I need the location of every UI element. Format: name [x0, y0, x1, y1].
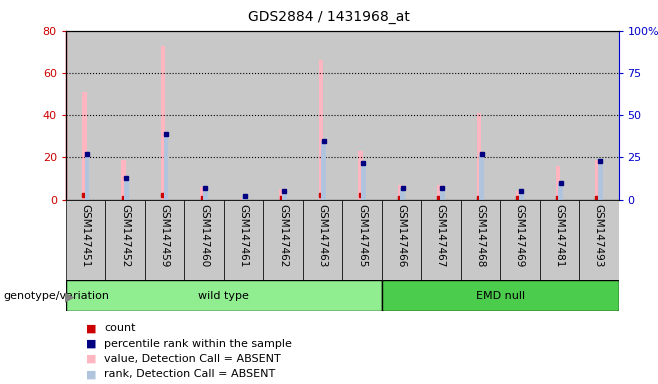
Text: wild type: wild type [198, 291, 249, 301]
Bar [342, 31, 382, 200]
Bar [184, 200, 224, 280]
Bar [597, 161, 603, 200]
Bar [440, 188, 445, 200]
Bar [476, 113, 481, 200]
Bar [500, 31, 540, 200]
Bar [342, 200, 382, 280]
Bar [500, 31, 540, 200]
Bar [282, 191, 287, 200]
Bar [161, 46, 166, 200]
Bar [516, 191, 520, 200]
Text: GSM147469: GSM147469 [515, 204, 525, 267]
Text: GSM147465: GSM147465 [357, 204, 367, 267]
Bar [303, 31, 342, 200]
Text: GSM147451: GSM147451 [80, 204, 91, 267]
Bar [66, 31, 105, 200]
Bar [540, 200, 579, 280]
Text: ■: ■ [86, 339, 96, 349]
Bar [382, 200, 421, 280]
Bar [263, 200, 303, 280]
Text: ■: ■ [86, 354, 96, 364]
Bar [263, 31, 303, 200]
Text: ■: ■ [86, 369, 96, 379]
Text: ■: ■ [86, 323, 96, 333]
Text: GSM147481: GSM147481 [554, 204, 565, 267]
Text: GSM147460: GSM147460 [199, 204, 209, 267]
Bar [145, 31, 184, 200]
Bar [224, 200, 263, 280]
Bar [263, 31, 303, 200]
Bar [303, 31, 342, 200]
Bar [242, 196, 247, 200]
Bar [145, 200, 184, 280]
Bar [163, 134, 168, 200]
Bar [382, 280, 619, 311]
Bar [555, 166, 560, 200]
Bar [66, 200, 105, 280]
Bar [519, 191, 524, 200]
Text: GSM147493: GSM147493 [594, 204, 604, 267]
Text: EMD null: EMD null [476, 291, 524, 301]
Bar [200, 187, 205, 200]
Text: GSM147452: GSM147452 [120, 204, 130, 267]
Bar [224, 31, 263, 200]
Bar [358, 151, 363, 200]
Bar [318, 60, 323, 200]
Bar [461, 31, 500, 200]
Bar [121, 160, 126, 200]
Bar [558, 183, 563, 200]
Bar [437, 185, 442, 200]
Text: GSM147461: GSM147461 [238, 204, 249, 267]
Bar [400, 188, 405, 200]
Bar [500, 200, 540, 280]
Text: GSM147463: GSM147463 [317, 204, 328, 267]
Bar [540, 31, 579, 200]
Text: GSM147467: GSM147467 [436, 204, 446, 267]
Bar [279, 189, 284, 200]
Bar [421, 200, 461, 280]
Bar [321, 141, 326, 200]
Bar [480, 154, 484, 200]
Text: GSM147462: GSM147462 [278, 204, 288, 267]
Text: GSM147459: GSM147459 [159, 204, 170, 267]
Bar [66, 280, 382, 311]
Bar [105, 31, 145, 200]
Text: GSM147466: GSM147466 [396, 204, 407, 267]
Bar [579, 31, 619, 200]
Bar [595, 160, 599, 200]
Bar [421, 31, 461, 200]
Bar [124, 178, 129, 200]
Text: GDS2884 / 1431968_at: GDS2884 / 1431968_at [248, 10, 410, 23]
Text: GSM147468: GSM147468 [475, 204, 486, 267]
Bar [342, 31, 382, 200]
Bar [421, 31, 461, 200]
Bar [579, 200, 619, 280]
Text: ▶: ▶ [64, 290, 74, 303]
Bar [203, 188, 208, 200]
Bar [84, 154, 89, 200]
Bar [540, 31, 579, 200]
Bar [184, 31, 224, 200]
Bar [145, 31, 184, 200]
Bar [579, 31, 619, 200]
Bar [240, 198, 244, 200]
Text: value, Detection Call = ABSENT: value, Detection Call = ABSENT [104, 354, 281, 364]
Bar [105, 200, 145, 280]
Bar [382, 31, 421, 200]
Bar [82, 92, 86, 200]
Bar [397, 185, 402, 200]
Bar [461, 31, 500, 200]
Bar [461, 200, 500, 280]
Text: count: count [104, 323, 136, 333]
Bar [224, 31, 263, 200]
Bar [66, 31, 105, 200]
Text: rank, Detection Call = ABSENT: rank, Detection Call = ABSENT [104, 369, 275, 379]
Bar [361, 162, 366, 200]
Bar [105, 31, 145, 200]
Text: genotype/variation: genotype/variation [3, 291, 109, 301]
Bar [184, 31, 224, 200]
Bar [303, 200, 342, 280]
Text: percentile rank within the sample: percentile rank within the sample [104, 339, 292, 349]
Bar [382, 31, 421, 200]
